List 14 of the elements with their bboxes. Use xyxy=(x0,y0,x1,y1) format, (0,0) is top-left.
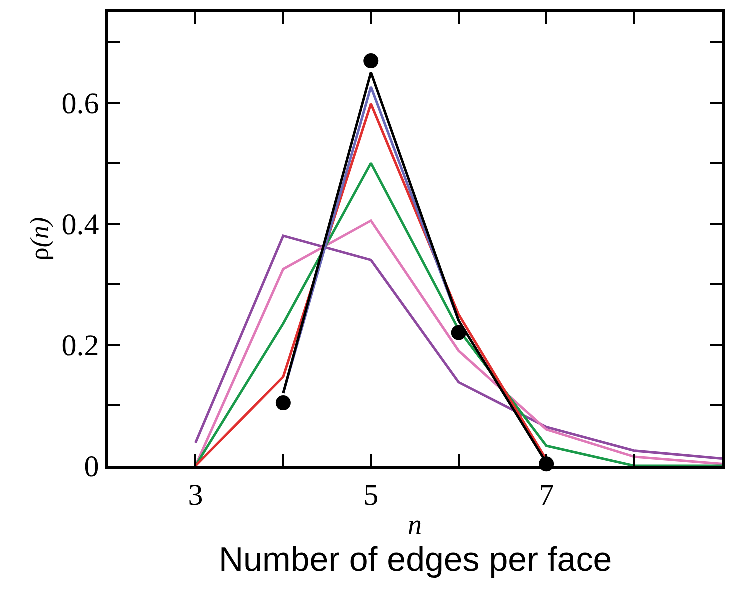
point xyxy=(451,325,466,340)
y-tick-label: 0 xyxy=(84,450,100,484)
line-series xyxy=(194,162,722,466)
y-axis-title: ρ(n) xyxy=(25,217,54,261)
x-tick-label: 7 xyxy=(539,478,554,512)
x-tick-label: 5 xyxy=(364,478,379,512)
y-tick-label: 0.6 xyxy=(62,87,100,120)
x-tick-label: 3 xyxy=(188,478,204,512)
x-axis-title: n xyxy=(408,510,422,541)
y-tick-label: 0.4 xyxy=(62,208,100,242)
point xyxy=(364,54,379,69)
y-tick-label: 0.2 xyxy=(62,329,100,362)
text: Number of edges per face xyxy=(219,541,612,579)
point xyxy=(276,396,291,411)
